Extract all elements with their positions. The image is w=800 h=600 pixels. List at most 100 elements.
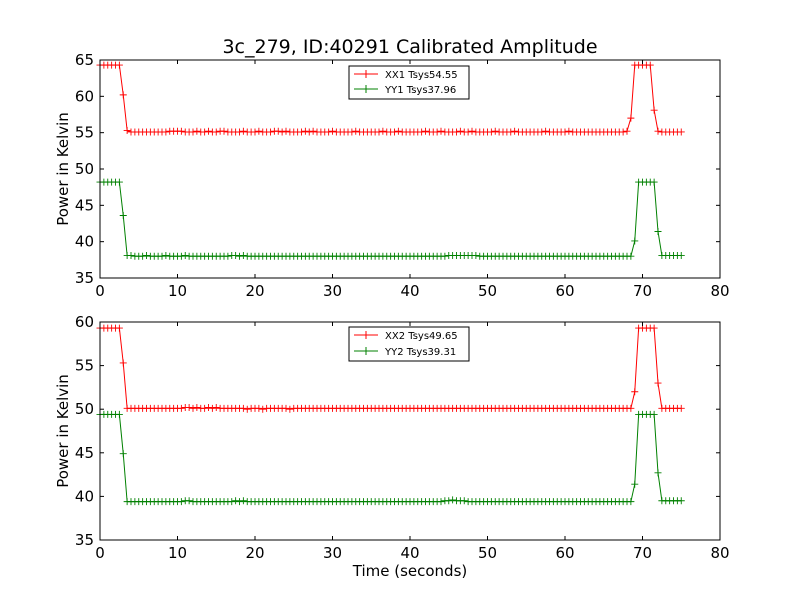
- bottom-data-point: [286, 405, 294, 413]
- top-plot-frame: [99, 59, 721, 279]
- top-data-point: [162, 128, 170, 136]
- bottom-data-point: [243, 405, 251, 413]
- top-data-point: [646, 61, 654, 69]
- y-tick-label: 45: [75, 196, 94, 214]
- bottom-legend: XX2 Tsys49.65 YY2 Tsys39.31: [348, 326, 470, 362]
- top-data-point: [236, 128, 243, 136]
- x-tick-label: 40: [400, 282, 419, 300]
- top-data-point: [329, 127, 336, 135]
- top-data-point: [301, 127, 309, 135]
- top-data-point: [193, 127, 201, 135]
- y-tick-label: 35: [75, 269, 94, 287]
- top-data-point: [379, 127, 387, 135]
- bottom-data-point: [239, 404, 247, 412]
- top-data-point: [375, 128, 383, 136]
- top-y-axis-label: Power in Kelvin: [54, 112, 72, 226]
- y-tick-label: 40: [75, 233, 94, 251]
- top-data-point: [201, 128, 209, 136]
- x-tick-label: 10: [168, 544, 187, 562]
- y-tick-label: 55: [75, 357, 94, 375]
- top-data-point: [650, 106, 658, 114]
- bottom-data-point: [239, 497, 247, 505]
- bottom-data-point: [255, 404, 263, 412]
- top-data-point: [205, 127, 212, 135]
- top-data-point: [561, 128, 569, 136]
- bottom-data-point: [119, 359, 127, 367]
- top-data-point: [123, 126, 131, 134]
- x-axis-label: Time (seconds): [352, 562, 468, 580]
- bottom-data-point: [228, 498, 236, 506]
- top-data-point: [189, 128, 197, 136]
- top-data-point: [507, 128, 515, 136]
- top-data-point: [627, 114, 635, 122]
- bottom-legend-label-xx2: XX2 Tsys49.65: [385, 331, 458, 342]
- top-data-point: [177, 252, 185, 260]
- bottom-data-point: [627, 404, 635, 412]
- bottom-data-point: [650, 410, 658, 418]
- y-tick-label: 35: [75, 531, 94, 549]
- top-data-point: [119, 91, 127, 99]
- top-data-point: [298, 128, 305, 136]
- top-legend-label-xx1: XX1 Tsys54.55: [385, 70, 458, 81]
- top-data-point: [511, 127, 519, 135]
- bottom-data-point: [177, 404, 185, 412]
- top-data-point: [437, 127, 445, 135]
- top-data-point: [677, 128, 685, 136]
- top-data-point: [487, 128, 495, 136]
- top-data-point: [212, 128, 220, 136]
- top-data-point: [282, 127, 290, 135]
- bottom-data-point: [445, 497, 453, 505]
- y-tick-label: 40: [75, 487, 94, 505]
- top-data-point: [418, 128, 426, 136]
- top-data-point: [631, 237, 639, 245]
- top-data-point: [115, 178, 123, 186]
- top-data-point: [255, 127, 263, 135]
- top-data-point: [650, 178, 658, 186]
- x-tick-label: 0: [95, 544, 105, 562]
- top-data-point: [677, 251, 685, 259]
- chart-title: 3c_279, ID:40291 Calibrated Amplitude: [222, 36, 597, 58]
- bottom-data-point: [449, 496, 457, 504]
- x-tick-label: 60: [555, 282, 574, 300]
- top-data-point: [348, 128, 356, 136]
- top-data-point: [251, 128, 259, 136]
- bottom-data-point: [677, 497, 685, 505]
- top-data-point: [453, 128, 460, 136]
- top-data-point: [433, 128, 441, 136]
- y-tick-label: 55: [75, 124, 94, 142]
- top-data-point: [181, 251, 189, 259]
- x-tick-label: 80: [710, 544, 729, 562]
- bottom-data-point: [650, 324, 658, 332]
- top-legend: XX1 Tsys54.55 YY1 Tsys37.96: [348, 65, 470, 100]
- bottom-data-point: [437, 498, 445, 506]
- bottom-data-point: [631, 388, 639, 396]
- bottom-data-point: [205, 403, 212, 411]
- top-data-point: [464, 128, 472, 136]
- top-data-point: [491, 127, 499, 135]
- y-tick-label: 60: [75, 87, 94, 105]
- top-data-point: [143, 251, 150, 259]
- y-tick-label: 50: [75, 160, 94, 178]
- top-data-point: [325, 128, 333, 136]
- top-data-point: [274, 127, 282, 135]
- top-plot-panel: 0 10 20 30 40 50 60 70 80 35 40 45 50 55 60 65 Power in…: [54, 51, 730, 300]
- bottom-data-point: [119, 450, 127, 458]
- bottom-data-point: [460, 497, 468, 505]
- top-data-point: [654, 127, 662, 135]
- y-tick-label: 65: [75, 51, 94, 69]
- top-data-point: [232, 251, 240, 259]
- bottom-data-point: [236, 498, 243, 506]
- x-tick-label: 70: [633, 544, 652, 562]
- bottom-data-point: [115, 410, 123, 418]
- bottom-data-point: [185, 497, 193, 505]
- top-legend-box: [348, 65, 470, 100]
- top-data-point: [619, 128, 627, 136]
- top-data-point: [162, 251, 170, 259]
- bottom-data-point: [627, 498, 635, 506]
- bottom-data-point: [259, 405, 267, 413]
- top-data-point: [267, 128, 274, 136]
- x-tick-label: 60: [555, 544, 574, 562]
- bottom-data-point: [282, 404, 290, 412]
- x-tick-label: 50: [478, 544, 497, 562]
- top-data-point: [542, 127, 550, 135]
